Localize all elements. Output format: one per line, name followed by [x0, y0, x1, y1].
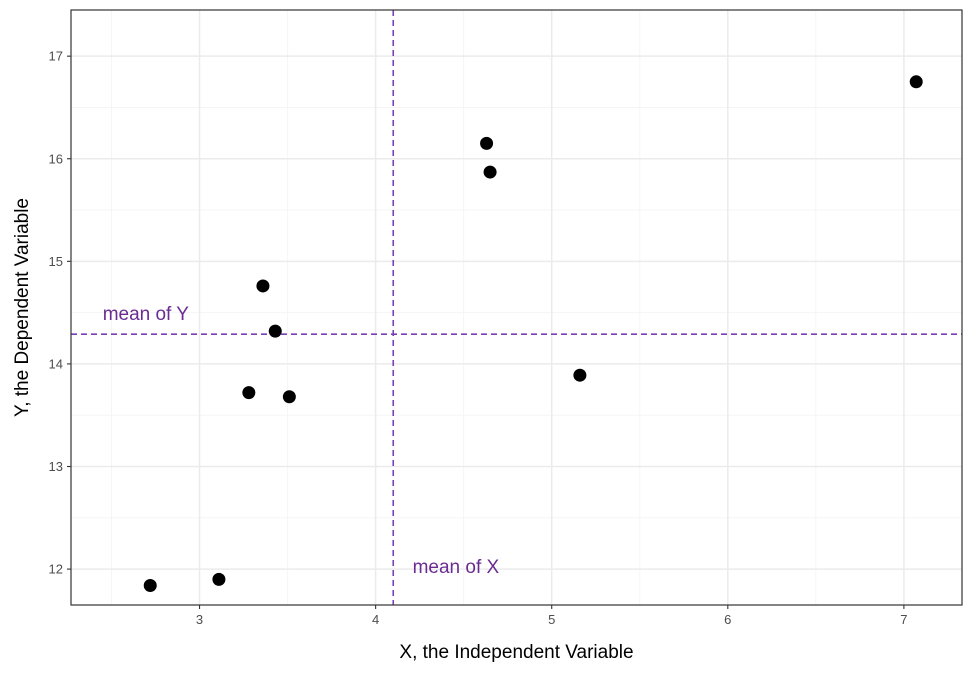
major-gridlines — [71, 10, 962, 605]
annotation-label: mean of X — [413, 557, 500, 578]
y-tick-label: 17 — [49, 49, 63, 64]
data-points — [143, 75, 923, 593]
x-tick-label: 3 — [196, 612, 203, 627]
data-point — [573, 368, 587, 382]
x-axis-title: X, the Independent Variable — [399, 642, 633, 663]
data-point — [483, 165, 497, 179]
mean-lines — [71, 10, 962, 605]
y-tick-label: 13 — [49, 459, 63, 474]
data-point — [282, 390, 296, 404]
minor-gridlines — [71, 10, 962, 605]
x-tick-label: 4 — [372, 612, 379, 627]
x-tick-label: 5 — [548, 612, 555, 627]
data-point — [268, 324, 282, 338]
x-axis-ticks: 3 4 5 6 7 — [196, 605, 908, 627]
data-point — [909, 75, 923, 89]
panel-border — [70, 9, 963, 606]
annotation-label: mean of Y — [103, 304, 190, 325]
data-point — [143, 579, 157, 593]
y-axis-ticks: 12 13 14 15 16 17 — [49, 49, 71, 577]
y-tick-label: 12 — [49, 562, 63, 577]
data-point — [480, 136, 494, 150]
data-point — [212, 572, 226, 586]
data-point — [242, 386, 256, 400]
y-axis-title: Y, the Dependent Variable — [12, 198, 33, 417]
x-tick-label: 7 — [900, 612, 907, 627]
data-point — [256, 279, 270, 293]
y-tick-label: 15 — [49, 254, 63, 269]
x-tick-label: 6 — [724, 612, 731, 627]
annotations: mean of Y mean of X — [103, 304, 500, 578]
y-tick-label: 14 — [49, 356, 63, 371]
y-tick-label: 16 — [49, 151, 63, 166]
